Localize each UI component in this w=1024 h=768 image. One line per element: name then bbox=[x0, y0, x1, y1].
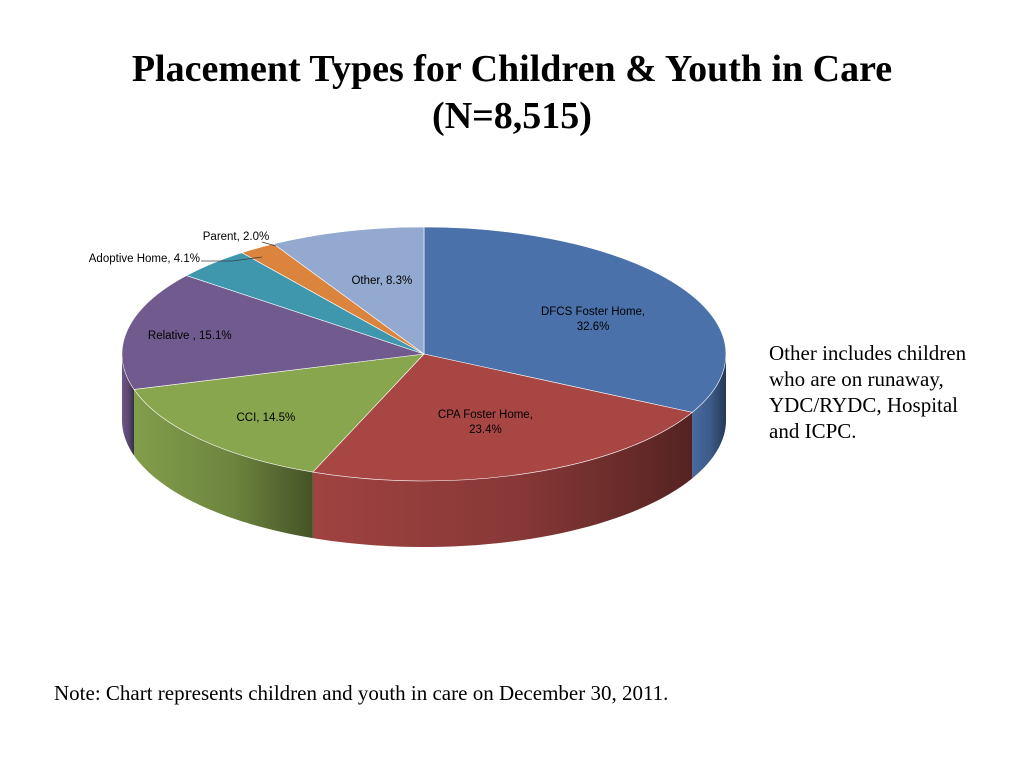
pie-side-cpa-foster-home-shade bbox=[312, 412, 693, 547]
side-note: Other includes children who are on runaw… bbox=[769, 341, 967, 443]
label-leader-lines bbox=[201, 241, 277, 262]
pie-side-cci-shade bbox=[133, 389, 313, 539]
pie-slice-cpa-foster-home bbox=[312, 353, 693, 482]
pie-slice-cci bbox=[133, 353, 425, 473]
leader-line-adoptive-home bbox=[201, 256, 263, 262]
chart-title-line-1: Placement Types for Children & Youth in … bbox=[131, 48, 893, 90]
pie-slice-dfcs-foster-home bbox=[423, 226, 727, 413]
slice-label-cpa-foster-home: CPA Foster Home, 23.4% bbox=[438, 409, 533, 436]
chart-title: Placement Types for Children & Youth in … bbox=[0, 46, 1024, 140]
slice-label-dfcs-foster-home: DFCS Foster Home, 32.6% bbox=[541, 306, 645, 333]
slice-label-adoptive-home: Adoptive Home, 4.1% bbox=[89, 253, 200, 265]
slice-labels: DFCS Foster Home, 32.6% CPA Foster Home, 23… bbox=[89, 231, 645, 436]
pie-slice-other bbox=[272, 226, 425, 355]
foot-note: Note: Chart represents children and yout… bbox=[54, 681, 669, 705]
slice-label-cci: CCI, 14.5% bbox=[236, 412, 295, 424]
pie-side-walls bbox=[122, 354, 726, 547]
chart-title-line-2: (N=8,515) bbox=[432, 95, 592, 137]
slice-label-other: Other, 8.3% bbox=[351, 275, 412, 287]
leader-line-parent bbox=[261, 241, 277, 247]
slice-label-relative: Relative , 15.1% bbox=[148, 330, 232, 342]
slice-label-parent: Parent, 2.0% bbox=[203, 231, 269, 243]
pie-top-faces bbox=[121, 226, 727, 482]
pie-side-relative-shade bbox=[122, 354, 134, 456]
pie-slice-relative bbox=[121, 275, 425, 390]
pie-side-dfcs-foster-home-shade bbox=[692, 354, 726, 479]
